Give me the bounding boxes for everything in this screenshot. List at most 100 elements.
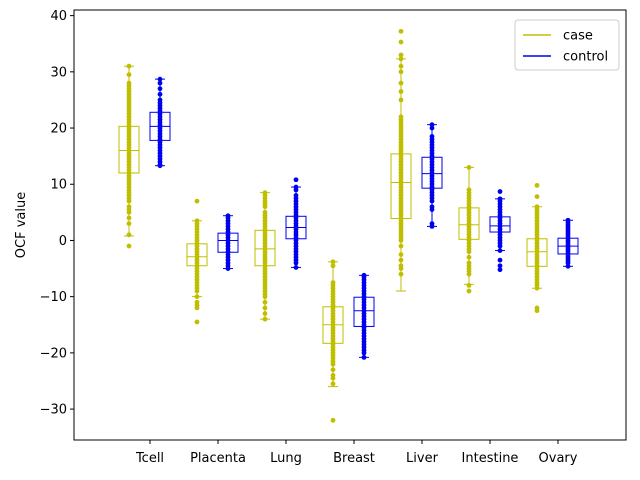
data-point xyxy=(126,63,132,69)
data-point xyxy=(466,271,472,277)
data-point xyxy=(157,80,163,86)
data-point xyxy=(262,299,268,305)
data-point xyxy=(361,354,367,360)
data-point xyxy=(330,263,336,269)
data-point xyxy=(398,39,404,45)
data-point xyxy=(565,263,571,269)
data-point xyxy=(293,187,299,193)
data-point xyxy=(293,177,299,183)
data-point xyxy=(429,122,435,128)
box-case-breast xyxy=(322,259,344,423)
y-axis-title: OCF value xyxy=(14,192,29,258)
x-tick-label: Tcell xyxy=(135,451,164,466)
box-case-tcell xyxy=(118,63,140,249)
x-axis: Tcell Placenta Lung Breast Liver Intestine Ova… xyxy=(135,440,578,466)
y-tick-label: 0 xyxy=(59,234,67,249)
data-point xyxy=(330,417,336,423)
data-point xyxy=(398,257,404,263)
box-control-lung xyxy=(285,177,307,270)
legend-label-control: control xyxy=(563,50,608,65)
box-control-breast xyxy=(353,272,375,360)
data-point xyxy=(157,76,163,82)
data-point xyxy=(497,267,503,273)
x-tick-label: Intestine xyxy=(462,451,519,466)
data-point xyxy=(398,266,404,271)
data-point xyxy=(157,163,163,169)
data-point xyxy=(497,248,503,253)
data-point xyxy=(398,80,404,86)
x-tick-label: Breast xyxy=(333,451,375,466)
x-tick-label: Liver xyxy=(406,451,439,466)
box-case-lung xyxy=(254,190,276,322)
data-point xyxy=(262,311,268,316)
data-point xyxy=(497,263,503,269)
data-point xyxy=(194,294,200,300)
legend-label-case: case xyxy=(563,29,593,44)
data-point xyxy=(398,89,404,94)
data-point xyxy=(330,361,336,367)
data-point xyxy=(398,243,404,249)
data-point xyxy=(534,285,540,291)
box-case-ovary xyxy=(526,182,548,314)
data-point xyxy=(293,260,299,266)
box-case-placenta xyxy=(186,198,208,325)
x-tick-label: Lung xyxy=(270,451,302,466)
data-point xyxy=(330,375,336,381)
data-point xyxy=(466,283,472,288)
data-point xyxy=(398,271,404,277)
box-control-ovary xyxy=(557,217,579,269)
data-point xyxy=(194,319,200,325)
data-point xyxy=(225,266,231,271)
legend-box xyxy=(514,19,620,71)
data-point xyxy=(534,308,540,314)
data-point xyxy=(398,28,404,34)
data-point xyxy=(398,56,404,62)
data-point xyxy=(398,97,404,103)
y-tick-label: 10 xyxy=(50,178,67,193)
data-point xyxy=(429,198,435,204)
data-point xyxy=(497,189,503,194)
box-case-intestine xyxy=(458,164,480,294)
x-tick-label: Placenta xyxy=(190,451,246,466)
data-point xyxy=(398,252,404,257)
data-point xyxy=(126,209,132,215)
y-tick-label: −30 xyxy=(40,403,67,418)
y-tick-label: −20 xyxy=(40,346,67,361)
legend: case control xyxy=(514,19,620,71)
data-point xyxy=(126,221,132,226)
data-point xyxy=(398,238,404,243)
data-point xyxy=(466,164,472,170)
y-tick-label: −10 xyxy=(40,290,67,305)
box-control-placenta xyxy=(217,213,239,271)
plot-area xyxy=(118,28,579,423)
x-tick-label: Ovary xyxy=(539,451,578,466)
data-point xyxy=(466,254,472,260)
data-point xyxy=(466,249,472,255)
data-point xyxy=(194,288,200,294)
data-point xyxy=(157,91,163,97)
data-point xyxy=(194,198,200,204)
data-point xyxy=(194,305,200,311)
plot-frame xyxy=(73,9,627,441)
y-tick-label: 20 xyxy=(50,122,67,137)
data-point xyxy=(497,243,503,249)
data-point xyxy=(126,232,132,238)
data-point xyxy=(398,69,404,75)
data-point xyxy=(429,125,435,131)
data-point xyxy=(330,367,336,373)
data-point xyxy=(262,294,268,300)
data-point xyxy=(361,350,367,356)
data-point xyxy=(293,265,299,270)
box-control-liver xyxy=(421,122,443,229)
box-control-tcell xyxy=(149,76,171,169)
data-point xyxy=(126,243,132,249)
data-point xyxy=(126,215,132,221)
data-point xyxy=(126,72,132,78)
y-tick-label: 30 xyxy=(50,65,67,80)
data-point xyxy=(398,63,404,69)
data-point xyxy=(262,316,268,322)
data-point xyxy=(262,305,268,311)
data-point xyxy=(330,259,336,265)
data-point xyxy=(157,86,163,92)
